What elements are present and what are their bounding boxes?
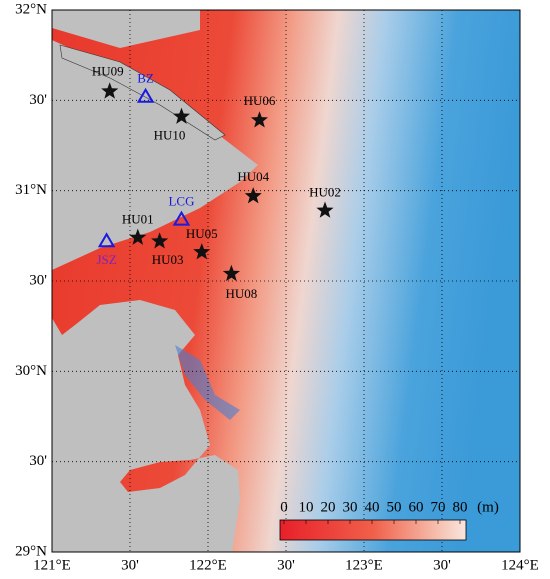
colorbar-tick-label: 80 [453,499,468,515]
y-tick-label: 29°N [15,543,47,559]
station-label: HU06 [244,93,276,108]
station-label: HU02 [309,185,341,200]
y-tick-label: 30°N [15,363,47,379]
station-label: HU04 [237,169,269,184]
gauge-marker [136,87,155,103]
channel [175,345,240,420]
colorbar-tick-label: 10 [299,499,314,515]
colorbar-tick-label: 20 [321,499,336,515]
x-tick-label: 30' [121,557,139,573]
gauge-label: LCG [168,194,194,209]
x-tick-label: 121°E [33,557,71,573]
colorbar-tick-label: 30 [343,499,358,515]
gauge-marker [172,210,191,226]
gauge-label: BZ [137,71,154,86]
frame [51,9,521,553]
gauge-label: JSZ [96,252,116,267]
colorbar-tick-label: 60 [409,499,424,515]
station-marker [250,111,268,128]
station-marker [129,228,147,245]
y-tick-label: 32°N [15,1,47,17]
y-tick-label: 30' [29,453,47,469]
x-tick-label: 30' [433,557,451,573]
station-marker [222,264,240,282]
station-marker [193,243,211,260]
station-label: HU05 [186,226,218,241]
y-tick-label: 31°N [15,182,47,198]
basemap [52,10,520,552]
x-tick-label: 124°E [501,557,539,573]
colorbar-tick-label: 0 [280,499,288,515]
station-label: HU01 [122,212,154,227]
station-marker [172,107,190,124]
station-marker [151,232,169,249]
y-tick-label: 30' [29,92,47,108]
colorbar-tick-label: 40 [365,499,380,515]
station-marker [101,82,119,99]
colorbar-tick-label: 70 [431,499,446,515]
sea [52,10,520,552]
x-tick-label: 123°E [345,557,383,573]
x-tick-label: 122°E [189,557,227,573]
colorbar-unit: (m) [477,499,499,515]
station-label: HU10 [154,128,186,143]
station-label: HU08 [226,286,258,301]
x-tick-label: 30' [277,557,295,573]
gauge-marker [97,232,116,248]
y-tick-label: 30' [29,272,47,288]
station-label: HU09 [92,63,124,78]
station-marker [244,187,262,204]
station-marker [316,201,334,218]
colorbar-tick-label: 50 [387,499,402,515]
colorbar [279,519,467,541]
station-label: HU03 [152,252,184,267]
